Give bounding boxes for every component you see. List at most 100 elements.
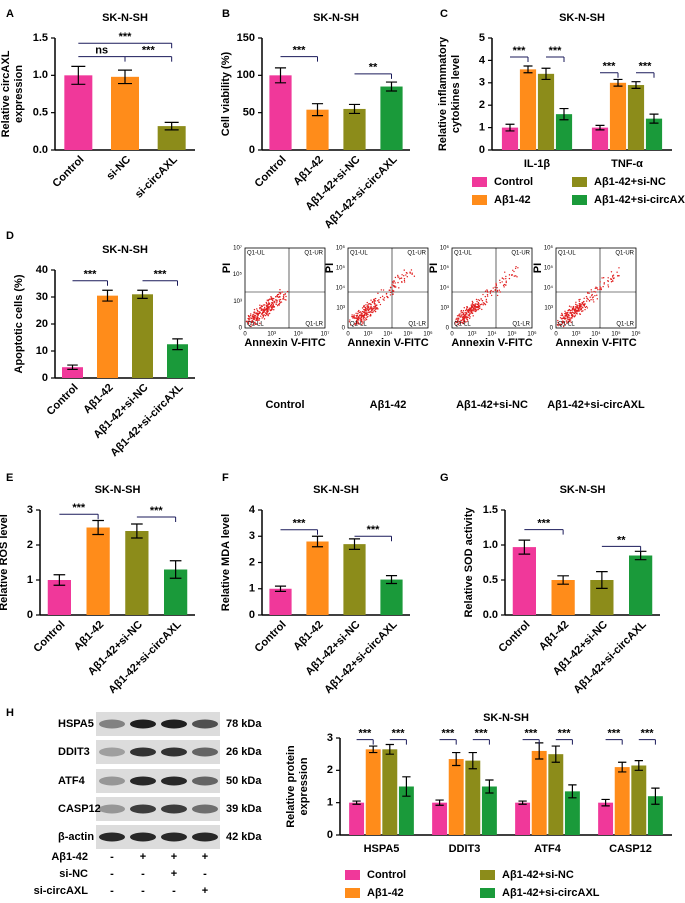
event-dot [496, 291, 499, 293]
x-tick-label: 10⁵ [507, 331, 517, 338]
blot-band [192, 776, 218, 786]
event-dot [392, 290, 395, 292]
event-dot [573, 309, 576, 311]
event-dot [459, 316, 462, 318]
y-tick-label: 1 [327, 797, 333, 809]
chart-title: SK-N-SH [483, 712, 529, 724]
event-dot [253, 323, 255, 325]
event-dot [253, 308, 256, 311]
event-dot [473, 308, 475, 310]
size-label: 42 kDa [226, 831, 262, 843]
event-dot [567, 311, 569, 314]
event-dot [365, 304, 367, 306]
event-dot [376, 306, 378, 309]
bar [647, 796, 663, 835]
event-dot [249, 318, 251, 320]
event-dot [478, 299, 481, 302]
event-dot [459, 315, 461, 317]
event-dot [471, 303, 474, 305]
size-label: 78 kDa [226, 718, 262, 730]
error-bar [485, 779, 494, 794]
event-dot [367, 315, 369, 318]
bar [269, 588, 292, 615]
event-dot [458, 320, 460, 323]
event-dot [610, 281, 613, 283]
y-tick-label: 0 [446, 326, 450, 332]
event-dot [370, 306, 372, 309]
y-tick-label: 1 [479, 122, 485, 134]
bar [365, 749, 381, 835]
event-dot [406, 272, 408, 274]
event-dot [476, 303, 478, 306]
event-dot [360, 312, 362, 314]
event-dot [475, 309, 478, 312]
event-dot [362, 311, 364, 313]
event-dot [456, 318, 458, 320]
event-dot [470, 310, 473, 312]
event-dot [363, 305, 365, 308]
event-dot [515, 265, 517, 268]
error-bar [137, 289, 148, 299]
event-dot [477, 306, 480, 309]
event-dot [603, 282, 605, 284]
y-tick-label: 0.0 [483, 609, 498, 621]
event-dot [574, 314, 577, 316]
event-dot [469, 316, 471, 318]
error-bar [348, 103, 361, 115]
event-dot [503, 283, 506, 286]
flow-plot-frame [347, 247, 429, 329]
event-dot [270, 295, 272, 298]
event-dot [284, 293, 286, 295]
event-dot [577, 307, 580, 310]
blot-band [192, 747, 218, 757]
bar [512, 547, 536, 615]
event-dot [477, 308, 479, 311]
y-tick-label: 0 [27, 609, 33, 621]
event-dot [466, 318, 469, 321]
event-dot [363, 313, 366, 315]
error-bar [541, 67, 551, 81]
event-dot [474, 310, 476, 312]
error-bar [435, 799, 444, 806]
event-dot [562, 325, 565, 328]
event-dot [378, 299, 380, 301]
event-dot [248, 315, 250, 318]
event-dot [245, 320, 248, 322]
event-dot [361, 313, 363, 315]
event-dot [363, 317, 365, 319]
event-dot [365, 314, 368, 316]
event-dot [361, 323, 363, 326]
event-dot [393, 285, 396, 287]
event-dot [505, 275, 507, 278]
event-dot [257, 313, 259, 316]
event-dot [464, 321, 466, 323]
event-dot [248, 319, 250, 321]
event-dot [374, 300, 377, 302]
error-bar [67, 364, 78, 370]
bar [481, 786, 497, 835]
event-dot [593, 290, 595, 293]
event-dot [558, 323, 560, 325]
event-dot [586, 297, 588, 300]
y-axis-label: Relative SOD activity [463, 507, 475, 618]
event-dot [579, 305, 581, 307]
event-dot [261, 317, 263, 319]
condition-label: si-circAXL [34, 885, 89, 897]
event-dot [462, 310, 465, 312]
x-tick-label: Aβ1-42 [291, 619, 325, 653]
event-dot [557, 321, 559, 324]
event-dot [283, 297, 285, 299]
x-tick-label: si-NC [104, 154, 133, 183]
event-dot [569, 319, 572, 321]
event-dot [360, 318, 363, 321]
event-dot [563, 316, 565, 318]
bar [132, 294, 153, 378]
event-dot [496, 289, 499, 292]
event-dot [410, 269, 413, 271]
event-dot [365, 312, 368, 315]
legend-swatch [345, 870, 360, 880]
event-dot [285, 299, 287, 301]
event-dot [268, 302, 270, 304]
event-dot [564, 324, 567, 326]
y-tick-label: 10⁴ [440, 285, 450, 292]
